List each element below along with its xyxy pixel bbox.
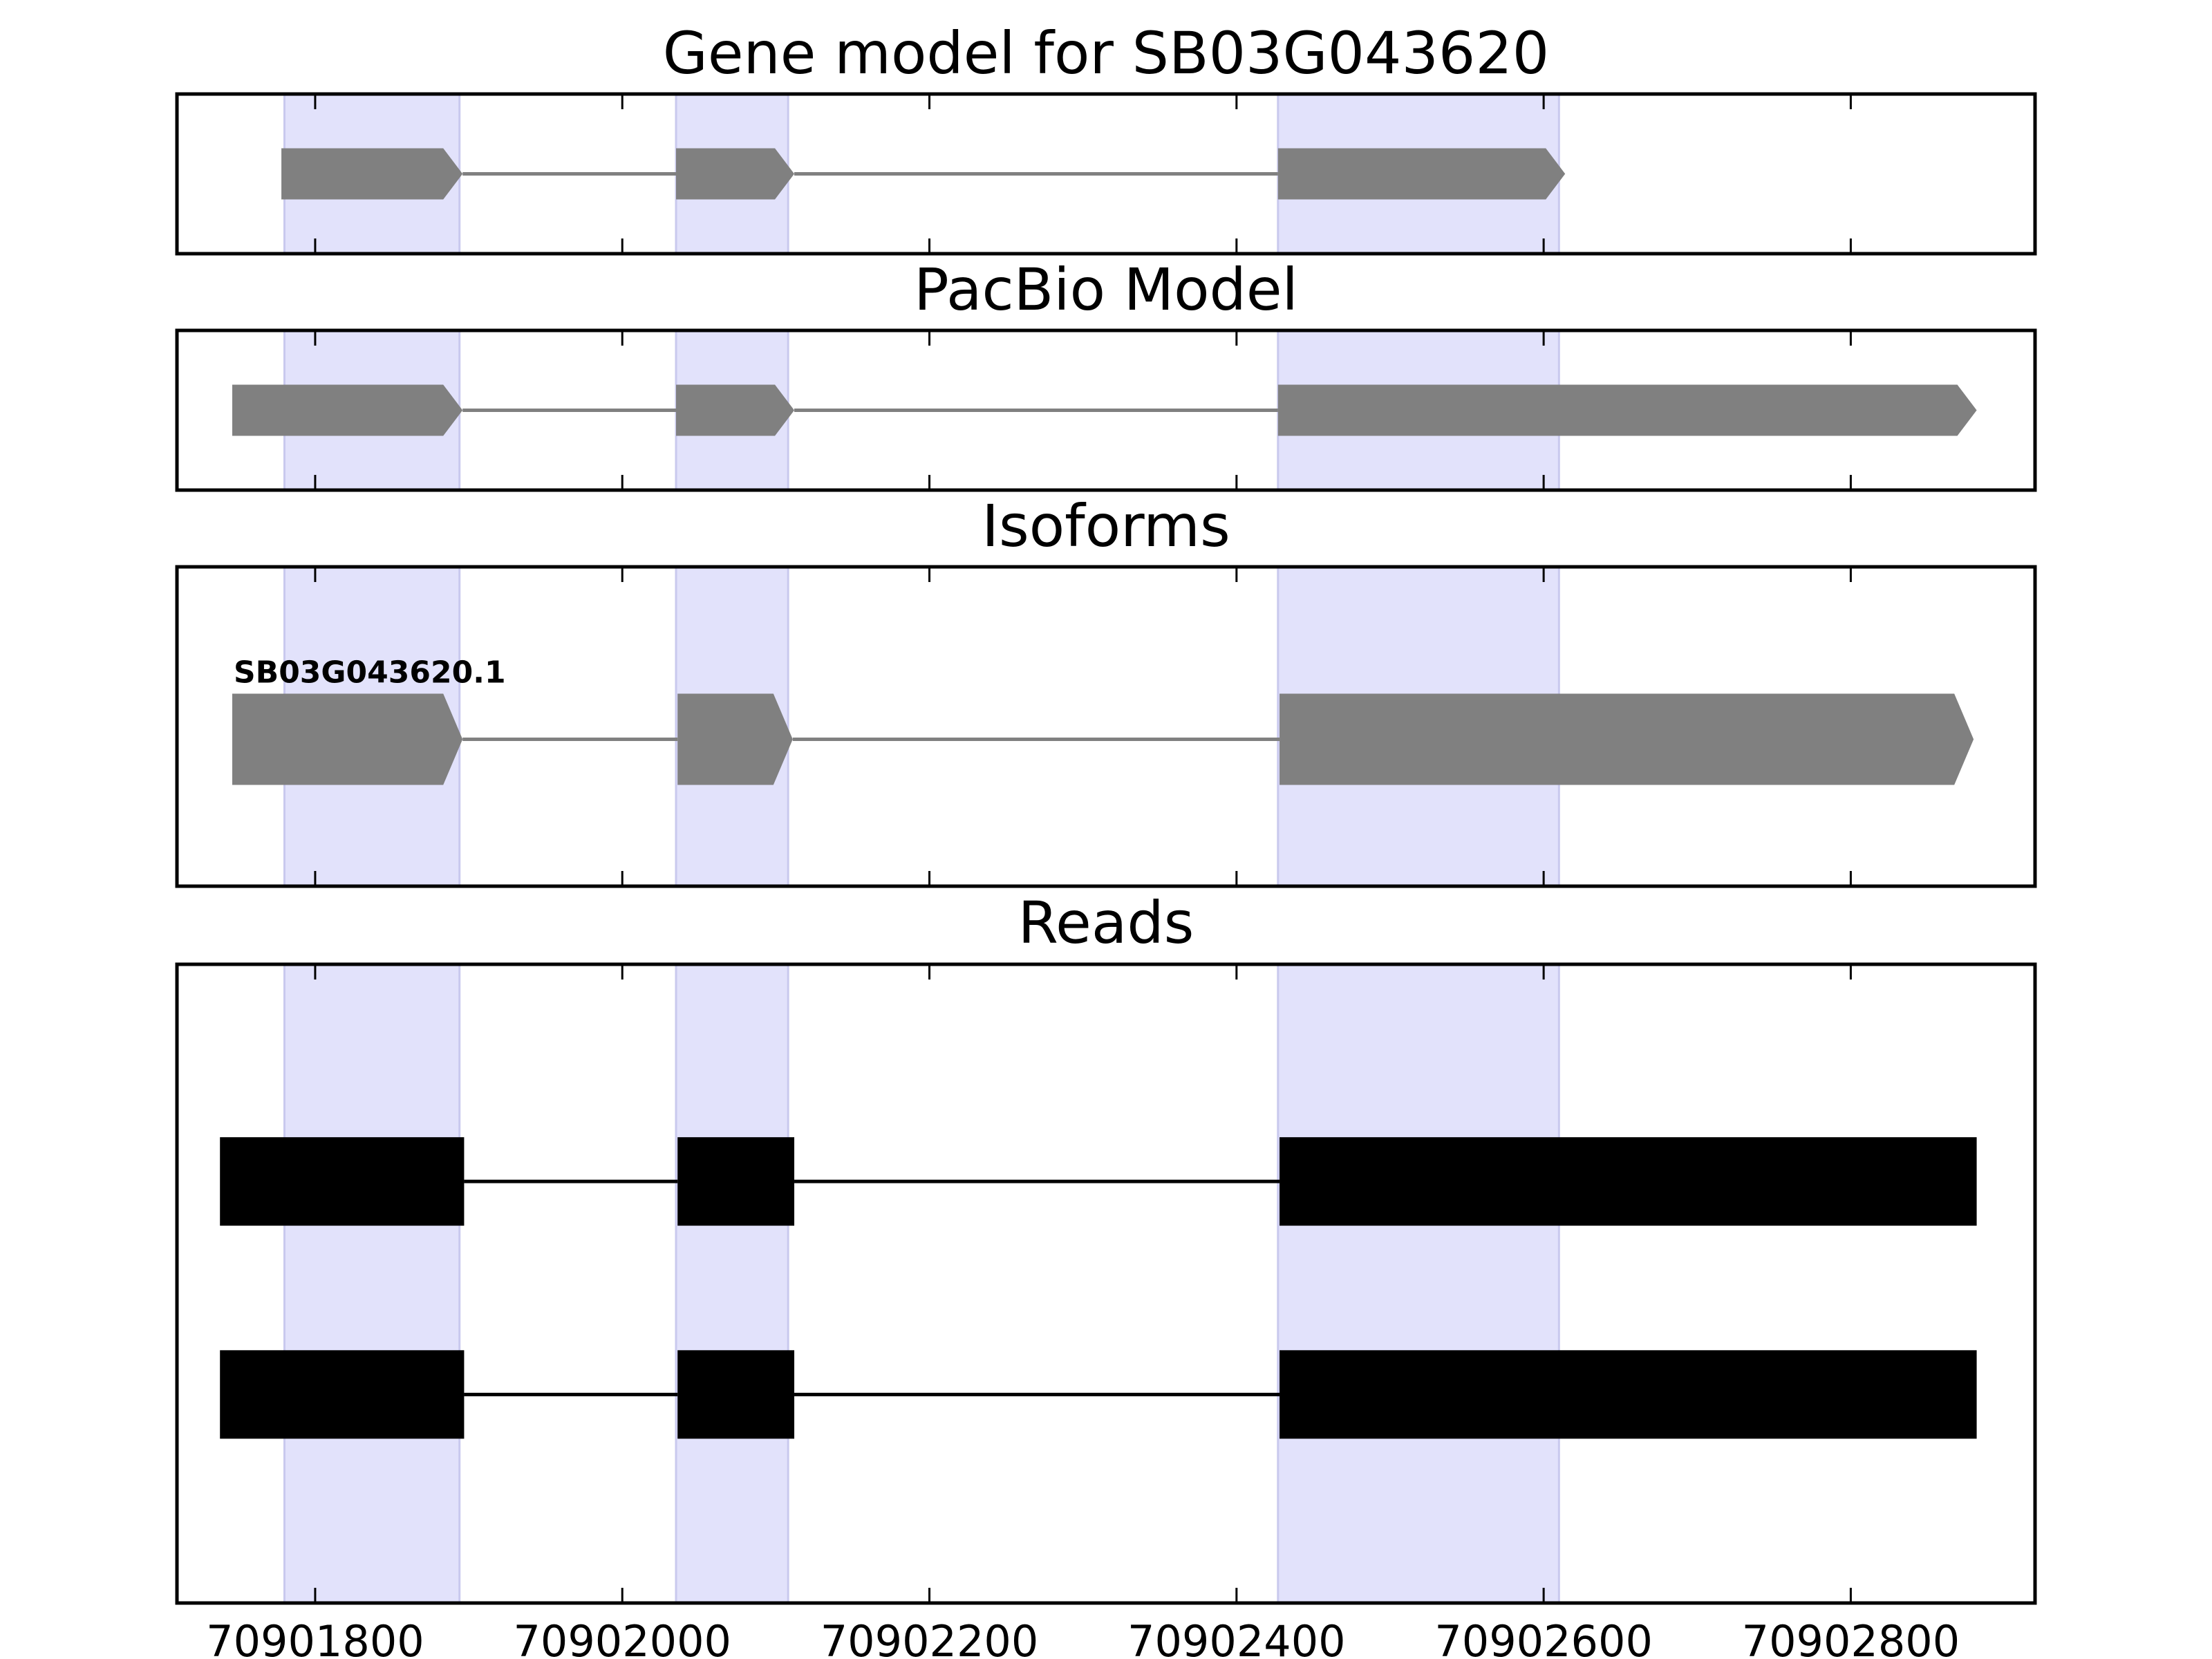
isoform-1-exon-3 <box>1280 693 1974 785</box>
read-1-exon-2 <box>677 1137 795 1226</box>
read-1-exon-1 <box>220 1137 465 1226</box>
x-tick-label: 70902200 <box>821 1616 1039 1659</box>
highlight-region-3 <box>1277 963 1560 1604</box>
x-tick-label: 70902600 <box>1434 1616 1653 1659</box>
model-exon-2 <box>675 148 795 200</box>
x-tick-label: 70902800 <box>1742 1616 1960 1659</box>
highlight-region-1 <box>283 963 461 1604</box>
pacbio-model-plot <box>175 328 2037 492</box>
reads-plot <box>175 962 2037 1605</box>
highlight-region-2 <box>675 963 789 1604</box>
x-axis-tick-labels: 70901800 70902000 70902200 70902400 70902600… <box>206 1616 1960 1659</box>
isoform-1-exon-2 <box>677 693 793 785</box>
model-exon-1 <box>281 148 463 200</box>
panel-title-pacbio-model: PacBio Model <box>914 256 1298 324</box>
model-exon-3 <box>1277 148 1566 200</box>
x-tick-label: 70901800 <box>206 1616 424 1659</box>
read-1-exon-3 <box>1280 1137 1977 1226</box>
panel-title-reads: Reads <box>1018 889 1194 957</box>
model-exon-1 <box>232 384 463 436</box>
panel-pacbio-model: PacBio Model <box>175 256 2037 492</box>
isoform-1-exon-1 <box>232 693 463 785</box>
read-2-exon-3 <box>1280 1350 1977 1439</box>
x-tick-label: 70902000 <box>513 1616 731 1659</box>
panel-isoforms: Isoforms SB03G043620.1 <box>175 492 2037 888</box>
isoforms-plot: SB03G043620.1 <box>175 565 2037 888</box>
isoform-label: SB03G043620.1 <box>234 655 506 690</box>
plot-frame <box>175 92 2037 256</box>
panel-title-isoforms: Isoforms <box>982 492 1230 560</box>
plot-frame <box>175 962 2037 1605</box>
model-exon-3 <box>1277 384 1977 436</box>
plot-frame <box>175 565 2037 888</box>
panel-reads: Reads <box>175 889 2037 1605</box>
read-2-exon-2 <box>677 1350 795 1439</box>
plot-frame <box>175 328 2037 492</box>
x-tick-label: 70902400 <box>1127 1616 1346 1659</box>
panel-title-gene-model: Gene model for SB03G043620 <box>663 19 1549 87</box>
panel-gene-model: Gene model for SB03G043620 <box>175 19 2037 256</box>
read-2-exon-1 <box>220 1350 465 1439</box>
gene-model-plot <box>175 92 2037 256</box>
model-exon-2 <box>675 384 795 436</box>
